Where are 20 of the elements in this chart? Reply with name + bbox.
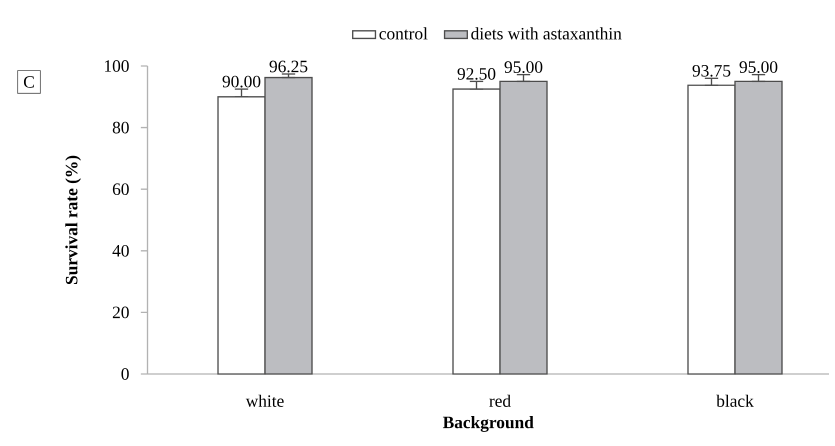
y-tick-label: 40 xyxy=(112,244,129,257)
data-label: 95.00 xyxy=(740,61,778,74)
data-label: 90.00 xyxy=(222,76,260,88)
legend-label: diets with astaxanthin xyxy=(471,27,622,40)
data-label: 93.75 xyxy=(692,64,730,77)
x-tick-label: white xyxy=(246,394,284,407)
data-label: 96.25 xyxy=(270,60,308,72)
text: C xyxy=(24,76,34,88)
x-tick-label: black xyxy=(716,394,754,407)
y-tick-label: 20 xyxy=(112,306,129,318)
legend-label: control xyxy=(379,27,428,40)
data-label: 95.00 xyxy=(504,61,542,74)
y-tick-label: 60 xyxy=(112,183,129,196)
x-tick-label: red xyxy=(489,394,511,407)
y-axis-title: Survival rate (%) xyxy=(65,156,81,284)
y-tick-label: 0 xyxy=(121,368,129,380)
x-axis-title: Background xyxy=(442,416,534,432)
y-tick-label: 80 xyxy=(112,122,129,134)
y-tick-label: 100 xyxy=(104,60,129,72)
data-label: 92.50 xyxy=(458,68,496,80)
